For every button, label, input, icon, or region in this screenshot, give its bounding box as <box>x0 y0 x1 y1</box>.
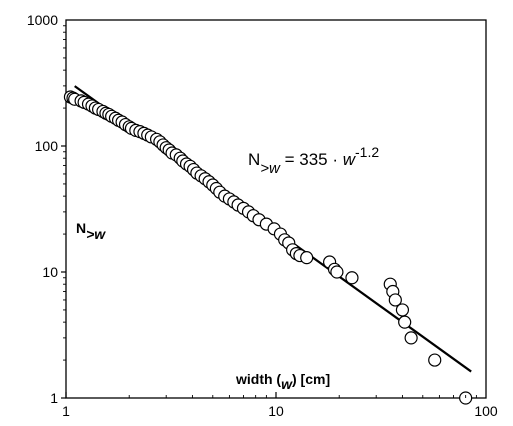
y-axis-label-subscript: >w <box>86 226 106 242</box>
x-axis-label: width (w) [cm] <box>235 371 330 392</box>
x-tick-label: 100 <box>474 403 498 419</box>
plot-frame <box>65 19 487 399</box>
equation-variable: w <box>343 150 357 169</box>
equation-lhs-subscript: >w <box>260 160 281 177</box>
data-point <box>300 251 314 265</box>
data-point <box>388 293 402 307</box>
y-axis-label-main: N <box>76 220 86 236</box>
data-point <box>404 331 418 345</box>
axis-layer: 1 10 100 1 10 100 1000 <box>27 12 498 419</box>
x-axis-label-variable: w <box>281 376 293 392</box>
equation-coefficient: = 335 · <box>280 150 343 169</box>
y-tick-label: 100 <box>35 138 59 154</box>
x-axis-label-post: ) [cm] <box>292 371 330 387</box>
x-tick-label: 1 <box>62 403 70 419</box>
data-point <box>345 271 359 285</box>
x-axis-label-pre: width ( <box>235 371 281 387</box>
data-point <box>395 303 410 317</box>
x-tick-label: 10 <box>268 403 284 419</box>
y-tick-label: 1000 <box>27 12 58 28</box>
data-point <box>428 353 442 367</box>
label-layer: N>w = 335 · w-1.2 N>w width (w) [cm] <box>76 144 379 392</box>
equation-lhs-main: N <box>248 150 260 169</box>
y-tick-label: 1 <box>50 390 58 406</box>
equation-exponent: -1.2 <box>355 144 379 160</box>
y-axis-label: N>w <box>76 220 106 242</box>
data-point <box>330 265 344 279</box>
y-tick-label: 10 <box>42 264 58 280</box>
marker-layer <box>63 90 473 405</box>
equation-annotation: N>w = 335 · w-1.2 <box>248 144 379 177</box>
plot-layer <box>65 19 487 399</box>
data-point <box>398 315 412 329</box>
